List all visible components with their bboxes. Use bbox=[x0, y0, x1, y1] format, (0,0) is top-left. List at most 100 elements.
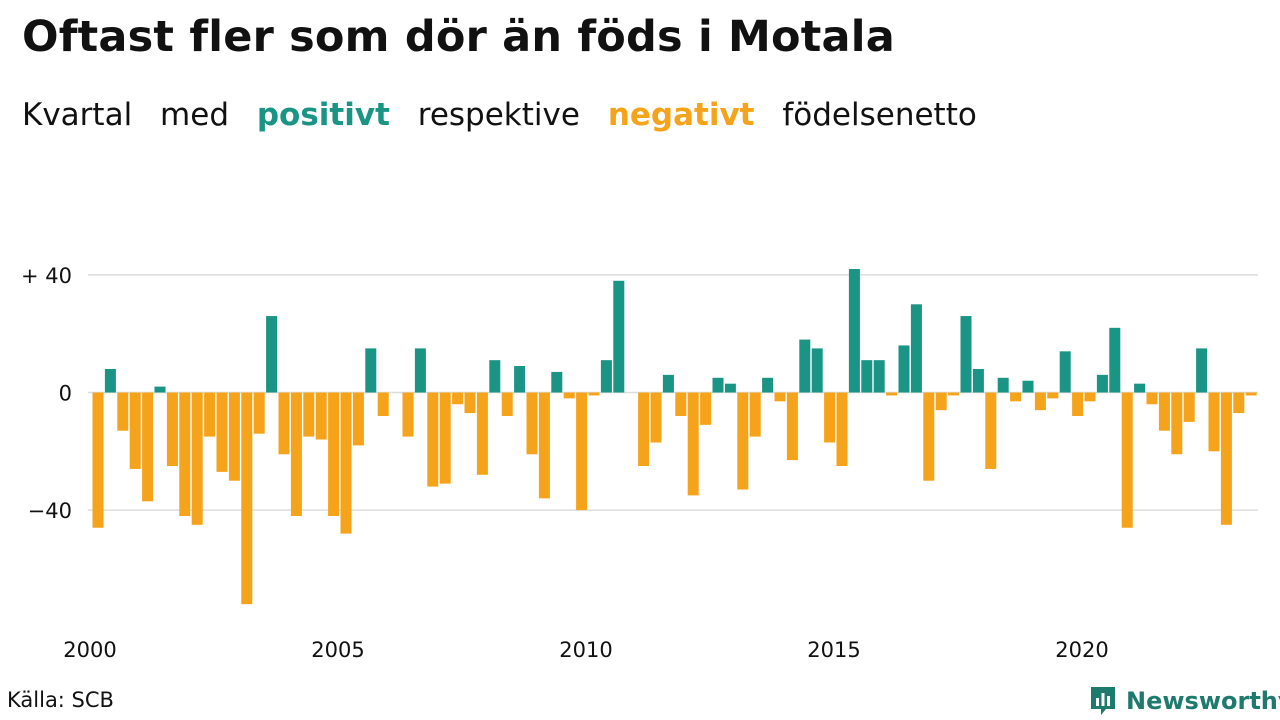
bar-positive bbox=[960, 316, 972, 393]
bar-negative bbox=[923, 392, 935, 481]
bar-negative bbox=[1047, 392, 1059, 399]
bar-positive bbox=[799, 339, 811, 393]
bar-positive bbox=[997, 377, 1009, 393]
bar-negative bbox=[377, 392, 389, 417]
bar-negative bbox=[216, 392, 228, 472]
bar-positive bbox=[861, 360, 873, 393]
bar-positive bbox=[1196, 348, 1208, 393]
bar-negative bbox=[228, 392, 240, 481]
bar-negative bbox=[675, 392, 687, 417]
bar-negative bbox=[1121, 392, 1133, 528]
bar-negative bbox=[352, 392, 364, 446]
bar-negative bbox=[290, 392, 302, 516]
subtitle-word: Kvartal bbox=[22, 97, 133, 133]
bar-negative bbox=[650, 392, 662, 443]
bar-negative bbox=[241, 392, 253, 605]
bar-positive bbox=[712, 377, 724, 393]
bar-negative bbox=[985, 392, 997, 469]
bar-negative bbox=[92, 392, 104, 528]
bar-negative bbox=[836, 392, 848, 466]
bar-negative bbox=[687, 392, 699, 496]
y-axis-ticks: + 40 0 −40 bbox=[21, 264, 72, 523]
bar-negative bbox=[1220, 392, 1232, 525]
bar-negative bbox=[328, 392, 340, 516]
bar-positive bbox=[762, 377, 774, 393]
bar-positive bbox=[662, 374, 674, 393]
brand-logo: Newsworthy bbox=[1088, 684, 1280, 718]
brand-name: Newsworthy bbox=[1126, 687, 1280, 715]
bar-positive bbox=[414, 348, 426, 393]
x-tick-label: 2000 bbox=[63, 638, 116, 662]
bar-negative bbox=[786, 392, 798, 461]
bar-positive bbox=[1134, 383, 1146, 393]
bar-positive bbox=[724, 383, 736, 393]
bar-positive bbox=[1109, 327, 1121, 393]
bar-negative bbox=[935, 392, 947, 411]
x-tick-label: 2015 bbox=[807, 638, 860, 662]
bar-positive bbox=[1096, 374, 1108, 393]
bar-negative bbox=[142, 392, 154, 502]
y-tick-label: 0 bbox=[59, 382, 72, 406]
source-note: Källa: SCB bbox=[7, 688, 114, 712]
bar-positive bbox=[551, 371, 563, 393]
bar-positive bbox=[154, 386, 166, 393]
x-axis-ticks: 2000 2005 2010 2015 2020 bbox=[63, 638, 1108, 662]
bar-negative bbox=[1084, 392, 1096, 402]
bar-positive bbox=[266, 316, 278, 393]
bar-negative bbox=[1245, 392, 1257, 396]
bar-negative bbox=[402, 392, 414, 437]
bar-negative bbox=[464, 392, 476, 414]
bar-negative bbox=[737, 392, 749, 490]
subtitle-positive-label: positivt bbox=[256, 97, 390, 133]
bar-positive bbox=[613, 280, 625, 393]
bar-negative bbox=[538, 392, 550, 499]
subtitle-word: med bbox=[160, 97, 229, 133]
bar-negative bbox=[204, 392, 216, 437]
bar-negative bbox=[749, 392, 761, 437]
bar-positive bbox=[972, 368, 984, 393]
bar-negative bbox=[774, 392, 786, 402]
x-tick-label: 2010 bbox=[559, 638, 612, 662]
bar-negative bbox=[576, 392, 588, 511]
bar-negative bbox=[1034, 392, 1046, 411]
chart-subtitle: Kvartal med positivt respektive negativt… bbox=[22, 97, 995, 133]
bars bbox=[92, 269, 1257, 605]
bar-positive bbox=[514, 366, 526, 393]
y-tick-label: −40 bbox=[28, 499, 72, 523]
bar-negative bbox=[1072, 392, 1084, 417]
bar-negative bbox=[948, 392, 960, 396]
bar-negative bbox=[588, 392, 600, 396]
bar-negative bbox=[439, 392, 451, 484]
bar-negative bbox=[1171, 392, 1183, 455]
bar-negative bbox=[303, 392, 315, 437]
bar-negative bbox=[315, 392, 327, 440]
bar-negative bbox=[563, 392, 575, 399]
subtitle-word: respektive bbox=[417, 97, 580, 133]
subtitle-negative-label: negativt bbox=[607, 97, 755, 133]
bar-positive bbox=[898, 345, 910, 393]
bar-positive bbox=[600, 360, 612, 393]
bar-positive bbox=[873, 360, 885, 393]
bar-negative bbox=[1010, 392, 1022, 402]
bar-negative bbox=[1158, 392, 1170, 431]
bar-negative bbox=[340, 392, 352, 534]
bar-negative bbox=[1183, 392, 1195, 422]
bar-negative bbox=[638, 392, 650, 466]
bar-negative bbox=[452, 392, 464, 405]
bar-positive bbox=[811, 348, 823, 393]
bar-negative bbox=[166, 392, 178, 466]
bar-positive bbox=[1059, 351, 1071, 393]
bar-negative bbox=[179, 392, 191, 516]
bar-negative bbox=[1233, 392, 1245, 414]
bar-negative bbox=[191, 392, 203, 525]
bar-negative bbox=[253, 392, 265, 434]
bar-negative bbox=[278, 392, 290, 455]
bar-negative bbox=[526, 392, 538, 455]
bar-negative bbox=[824, 392, 836, 443]
bar-negative bbox=[129, 392, 141, 469]
x-tick-label: 2020 bbox=[1055, 638, 1108, 662]
x-tick-label: 2005 bbox=[311, 638, 364, 662]
bar-positive bbox=[104, 368, 116, 393]
subtitle-word: födelsenetto bbox=[782, 97, 977, 133]
bar-negative bbox=[427, 392, 439, 487]
